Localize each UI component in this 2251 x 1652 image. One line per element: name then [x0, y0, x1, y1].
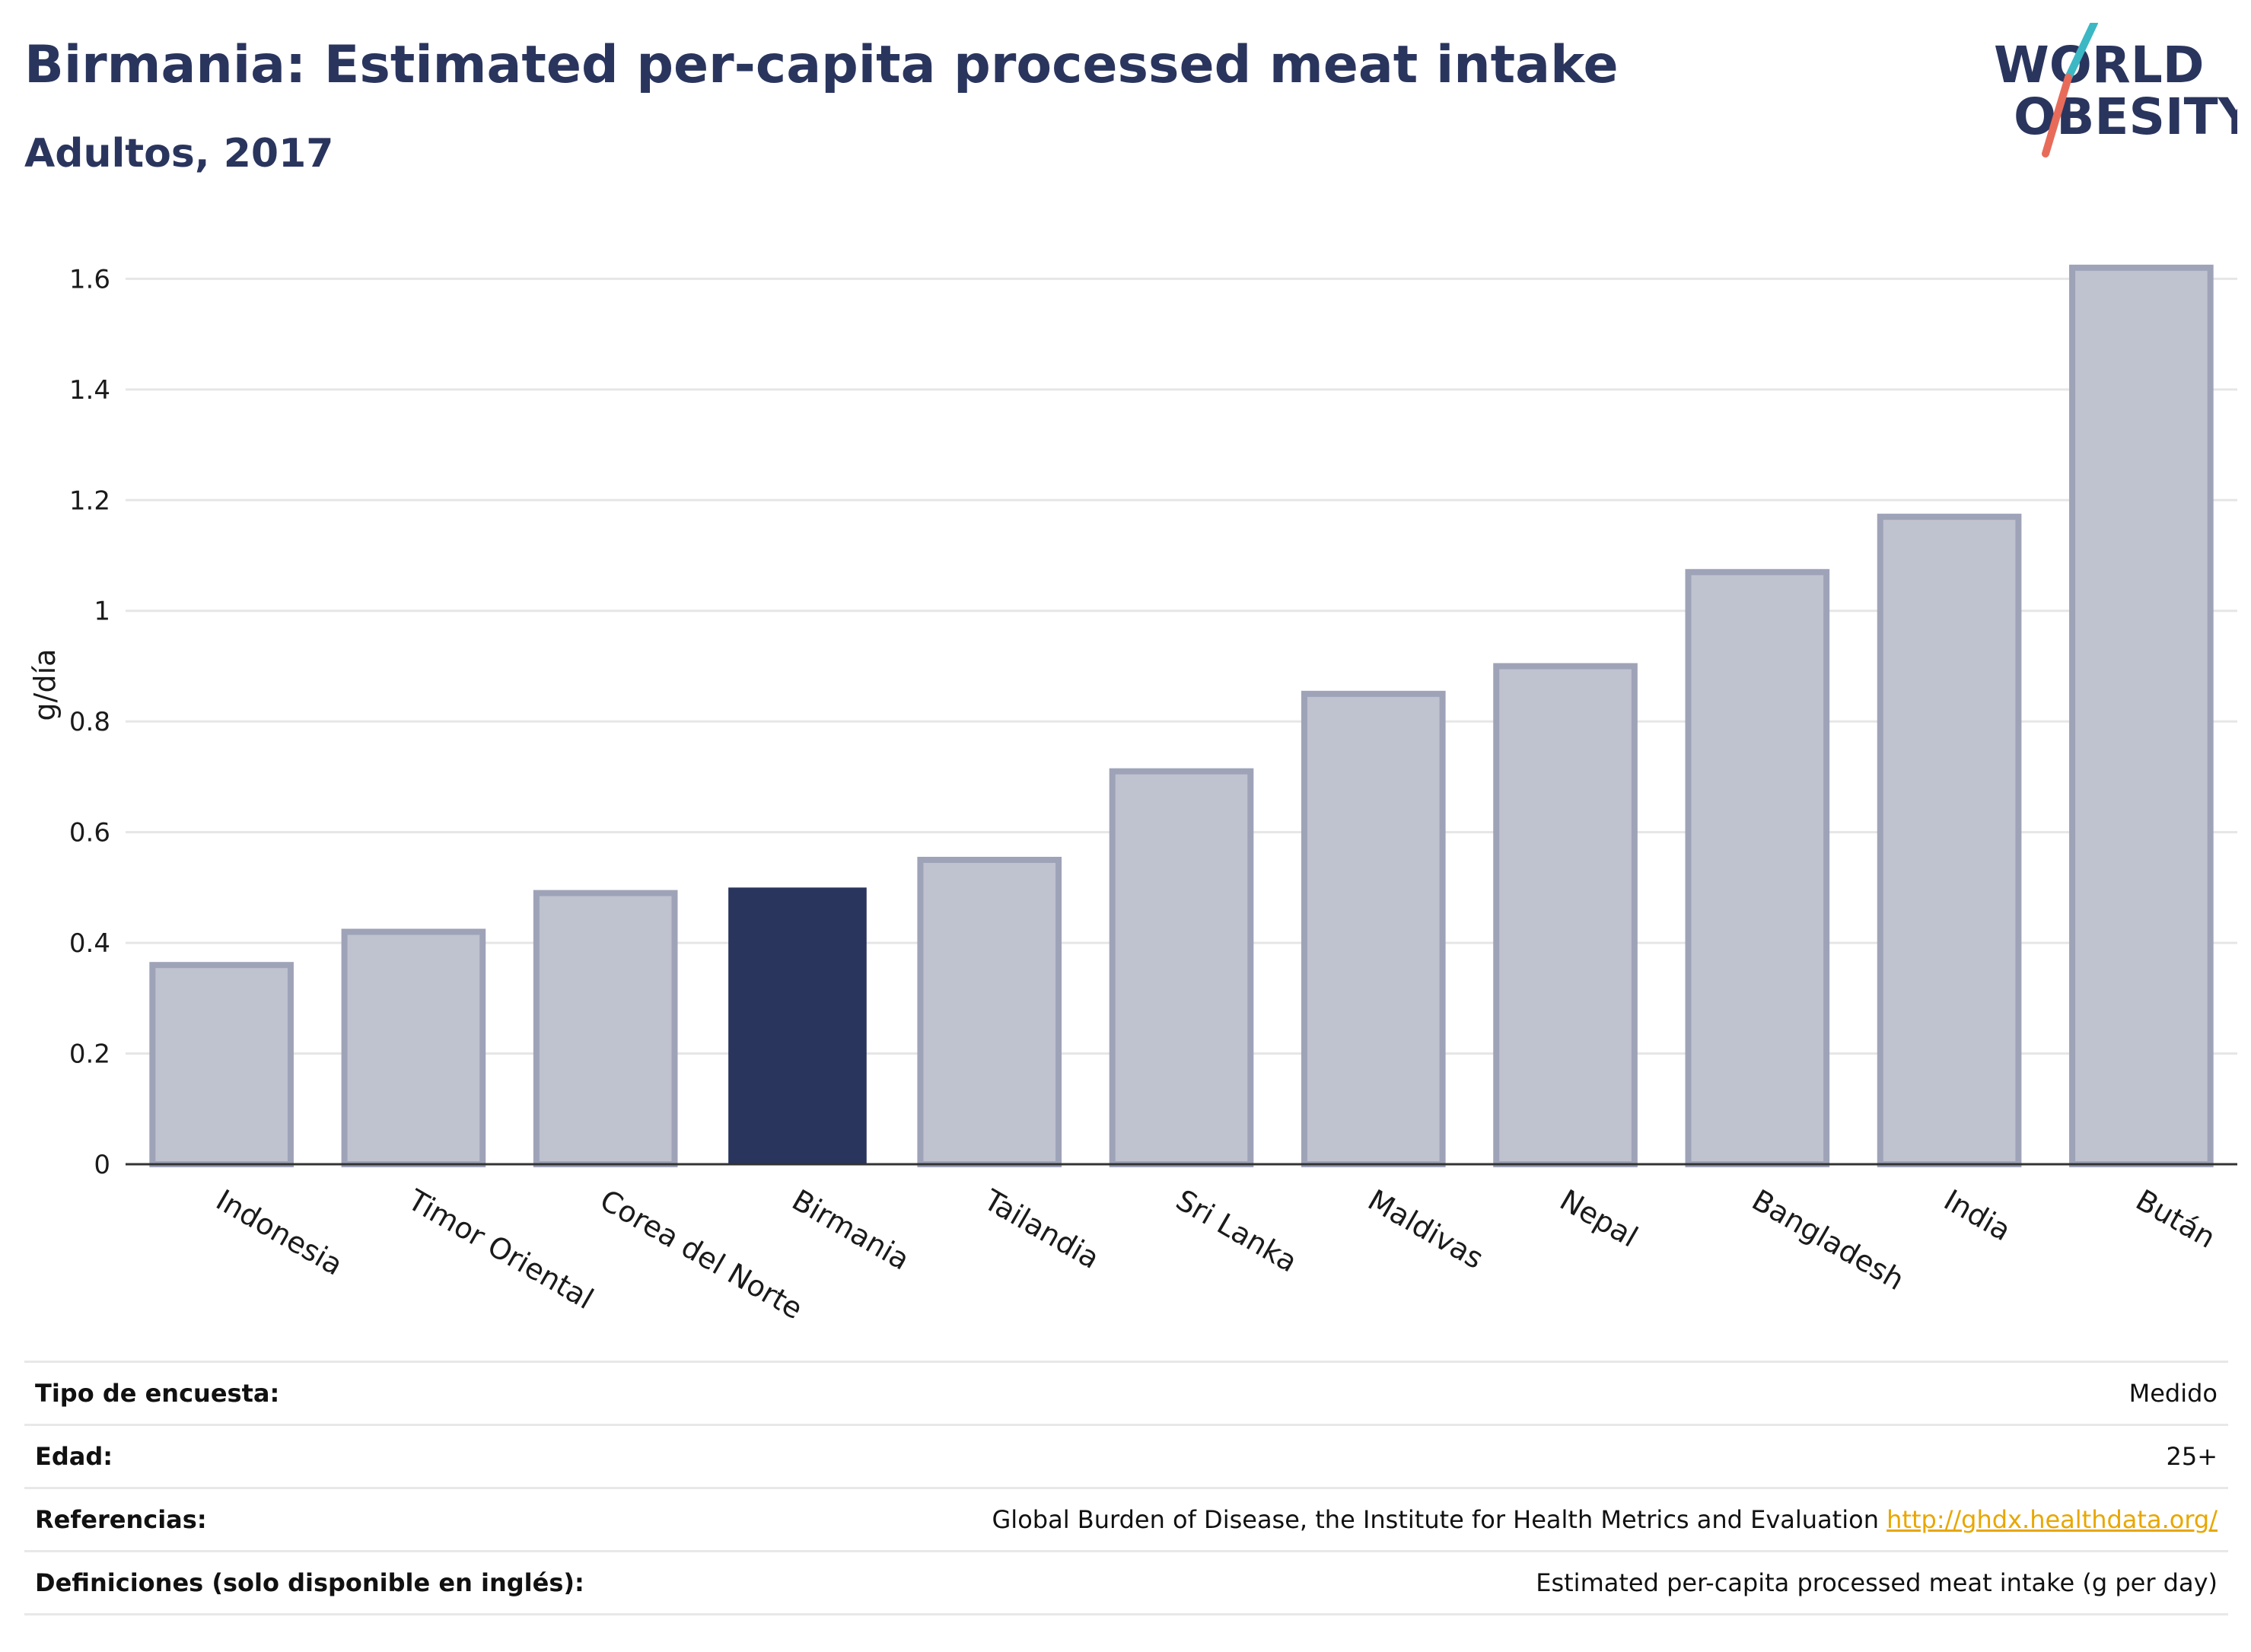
y-tick-label: 0.6 [69, 818, 110, 848]
metadata-value-text: Estimated per-capita processed meat inta… [1536, 1568, 2218, 1597]
metadata-row: Definiciones (solo disponible en inglés)… [24, 1550, 2228, 1615]
bar-bután[interactable] [2069, 264, 2214, 1167]
x-category-label: Indonesia [211, 1183, 349, 1282]
metadata-key: Definiciones (solo disponible en inglés)… [24, 1550, 717, 1615]
reference-link[interactable]: http://ghdx.healthdata.org/ [1886, 1505, 2218, 1534]
bar-india[interactable] [1877, 514, 2022, 1167]
metadata-row: Tipo de encuesta: Medido [24, 1361, 2228, 1425]
y-tick-label: 0.8 [69, 707, 110, 737]
x-category-label: Birmania [786, 1183, 915, 1277]
y-tick-label: 1.2 [69, 485, 110, 516]
bar-indonesia[interactable] [149, 962, 294, 1167]
metadata-value-text: 25+ [2166, 1442, 2218, 1471]
x-category-label: Maldivas [1362, 1183, 1489, 1276]
bars [149, 264, 2214, 1167]
metadata-value: Medido [716, 1361, 2228, 1425]
chart-subtitle: Adultos, 2017 [24, 131, 334, 177]
metadata-value: Global Burden of Disease, the Institute … [716, 1487, 2228, 1552]
bar-birmania[interactable] [728, 887, 867, 1164]
metadata-table: Tipo de encuesta: Medido Edad: 25+ Referenci… [24, 1361, 2228, 1615]
metadata-value: 25+ [716, 1424, 2228, 1488]
bar-chart: 0 0.2 0.4 0.6 0.8 1 1.2 1.4 1.6 Indonesia Timor O… [28, 264, 2237, 1326]
bar-corea-del-norte[interactable] [533, 890, 678, 1167]
metadata-key: Referencias: [24, 1487, 717, 1552]
x-category-label: Bangladesh [1746, 1183, 1910, 1297]
y-axis-ticks: 0 0.2 0.4 0.6 0.8 1 1.2 1.4 1.6 [69, 264, 110, 1180]
metadata-value: Estimated per-capita processed meat inta… [716, 1550, 2228, 1615]
bar-timor-oriental[interactable] [341, 928, 486, 1167]
x-category-label: Tailandia [978, 1183, 1105, 1275]
bar-nepal[interactable] [1493, 663, 1638, 1167]
logo-line1: WORLD [1994, 36, 2205, 94]
x-category-label: Timor Oriental [402, 1183, 599, 1316]
bar-bangladesh[interactable] [1685, 568, 1830, 1167]
x-category-label: Sri Lanka [1170, 1183, 1303, 1279]
y-tick-label: 1.6 [69, 264, 110, 294]
logo-slash-teal [2065, 23, 2098, 81]
y-axis-label: g/día [28, 649, 62, 721]
y-tick-label: 1.4 [69, 375, 110, 406]
x-category-label: India [1938, 1183, 2017, 1248]
chart-title: Birmania: Estimated per-capita processed… [24, 35, 1619, 95]
metadata-row: Referencias: Global Burden of Disease, th… [24, 1487, 2228, 1552]
x-category-label: Nepal [1555, 1183, 1644, 1254]
y-tick-label: 1 [94, 597, 110, 627]
logo-slash-coral [2042, 74, 2072, 158]
x-category-label: Corea del Norte [594, 1183, 808, 1326]
world-obesity-logo: WORLD OBESITY [1994, 23, 2237, 158]
metadata-value-text: Medido [2128, 1379, 2218, 1408]
bar-maldivas[interactable] [1301, 690, 1446, 1167]
metadata-key: Edad: [24, 1424, 717, 1488]
metadata-key: Tipo de encuesta: [24, 1361, 717, 1425]
y-tick-label: 0 [94, 1150, 110, 1180]
x-category-label: Bután [2130, 1183, 2221, 1255]
metadata-row: Edad: 25+ [24, 1424, 2228, 1488]
y-tick-label: 0.2 [69, 1039, 110, 1070]
bar-sri-lanka[interactable] [1109, 768, 1254, 1167]
metadata-value-text: Global Burden of Disease, the Institute … [992, 1505, 1879, 1534]
bar-tailandia[interactable] [917, 857, 1062, 1167]
y-tick-label: 0.4 [69, 928, 110, 959]
